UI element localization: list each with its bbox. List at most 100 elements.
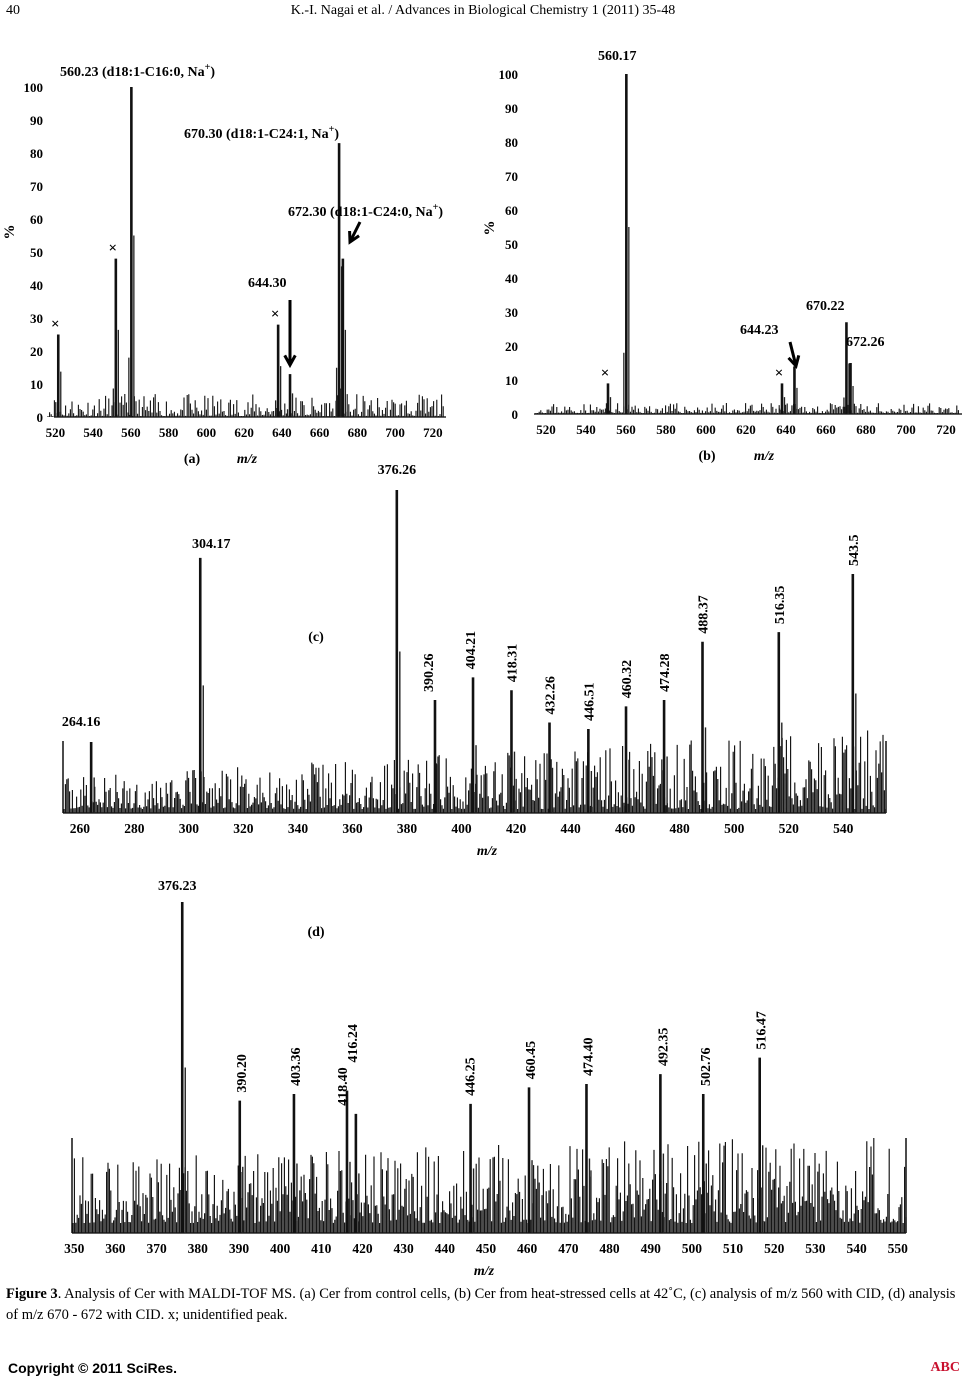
x-tick-label: 490 bbox=[641, 1241, 662, 1256]
unidentified-peak-marker: × bbox=[601, 365, 610, 381]
x-tick-label: 360 bbox=[342, 821, 363, 836]
peak-label: 543.5 bbox=[847, 534, 862, 566]
x-tick-label: 600 bbox=[197, 425, 217, 440]
peak-label: 502.76 bbox=[699, 1047, 714, 1086]
peak-shoulder bbox=[274, 366, 282, 417]
peak-label: 492.35 bbox=[656, 1028, 671, 1067]
baseline-noise bbox=[535, 403, 959, 414]
peak-shoulder bbox=[623, 227, 630, 414]
peak-shoulder bbox=[847, 385, 854, 414]
unidentified-peak-marker: × bbox=[775, 365, 784, 381]
copyright-notice: Copyright © 2011 SciRes. bbox=[8, 1360, 178, 1376]
peak-label: 418.40 bbox=[336, 1067, 351, 1106]
panel-label: (b) bbox=[698, 449, 715, 464]
x-tick-label: 530 bbox=[805, 1241, 826, 1256]
unidentified-peak-marker: × bbox=[51, 317, 60, 333]
x-tick-label: 260 bbox=[70, 821, 91, 836]
x-tick-label: 400 bbox=[451, 821, 472, 836]
x-tick-label: 360 bbox=[105, 1241, 126, 1256]
unidentified-peak-marker: × bbox=[109, 241, 118, 257]
y-tick-label: 40 bbox=[30, 278, 43, 293]
x-tick-label: 510 bbox=[723, 1241, 744, 1256]
y-tick-label: 0 bbox=[512, 407, 519, 422]
x-tick-label: 440 bbox=[560, 821, 581, 836]
x-tick-label: 460 bbox=[517, 1241, 538, 1256]
x-tick-label: 420 bbox=[506, 821, 527, 836]
arrow-head bbox=[348, 230, 360, 245]
x-tick-label: 580 bbox=[159, 425, 179, 440]
y-tick-label: 10 bbox=[30, 377, 43, 392]
peak-label: 418.31 bbox=[505, 644, 520, 683]
unidentified-peak-marker: × bbox=[271, 307, 280, 323]
peak-shoulder bbox=[604, 397, 612, 414]
x-tick-label: 500 bbox=[724, 821, 745, 836]
x-tick-label: 480 bbox=[599, 1241, 620, 1256]
x-axis-title: m/z bbox=[477, 844, 498, 859]
y-tick-label: 100 bbox=[24, 80, 44, 95]
peak-annotation-560: 560.23 (d18:1-C16:0, Na+) bbox=[60, 62, 215, 80]
figure-caption: Figure 3. Analysis of Cer with MALDI-TOF… bbox=[6, 1284, 962, 1326]
panel-label: (d) bbox=[307, 925, 324, 940]
peak-label: 304.17 bbox=[192, 537, 231, 552]
y-axis-title: % bbox=[482, 221, 498, 236]
x-tick-label: 390 bbox=[229, 1241, 250, 1256]
spectrum-panel-b: 0 10 20 30 40 50 60 70 80 90 100% 520 540 560 580 600 62… bbox=[478, 40, 966, 470]
page-number: 40 bbox=[6, 3, 20, 18]
panel-label: (a) bbox=[184, 452, 201, 467]
peak-label: 488.37 bbox=[697, 595, 712, 634]
y-tick-label: 40 bbox=[505, 271, 518, 286]
x-tick-label: 640 bbox=[272, 425, 292, 440]
page-header: 40 K.-I. Nagai et al. / Advances in Biol… bbox=[0, 0, 966, 24]
x-tick-label: 380 bbox=[397, 821, 418, 836]
peak-annotation-670: 670.30 (d18:1-C24:1, Na+) bbox=[184, 124, 339, 142]
peak-label: 446.51 bbox=[582, 683, 597, 722]
running-citation: K.-I. Nagai et al. / Advances in Biologi… bbox=[290, 3, 676, 18]
x-tick-label: 640 bbox=[776, 422, 796, 437]
peak-label: 460.45 bbox=[524, 1041, 539, 1080]
y-tick-label: 70 bbox=[505, 169, 518, 184]
x-tick-label: 380 bbox=[188, 1241, 209, 1256]
peak-label: 403.36 bbox=[289, 1047, 304, 1086]
peak-label: 416.24 bbox=[346, 1024, 361, 1063]
y-tick-label: 60 bbox=[505, 203, 518, 218]
baseline-noise bbox=[72, 1138, 907, 1233]
x-tick-label: 540 bbox=[576, 422, 596, 437]
x-tick-label: 620 bbox=[234, 425, 254, 440]
journal-abbr: ABC bbox=[930, 1360, 960, 1375]
x-tick-label: 700 bbox=[385, 425, 405, 440]
peak-annotation-560: 560.17 bbox=[598, 49, 637, 64]
peak-label: 390.20 bbox=[235, 1054, 250, 1093]
peak-label: 474.40 bbox=[581, 1038, 596, 1077]
arrow-head bbox=[283, 354, 297, 369]
peak-shoulder bbox=[112, 329, 119, 417]
peak-annotation-672: 672.30 (d18:1-C24:0, Na+) bbox=[288, 202, 443, 220]
peak-label: 460.32 bbox=[620, 660, 635, 699]
x-tick-label: 600 bbox=[696, 422, 716, 437]
x-tick-label: 520 bbox=[764, 1241, 785, 1256]
x-tick-label: 420 bbox=[352, 1241, 373, 1256]
peak-label: 474.28 bbox=[658, 653, 673, 692]
y-tick-label: 60 bbox=[30, 212, 43, 227]
x-tick-label: 340 bbox=[288, 821, 309, 836]
peak-shoulder bbox=[791, 387, 798, 414]
x-tick-label: 560 bbox=[616, 422, 636, 437]
y-tick-label: 70 bbox=[30, 179, 43, 194]
peak-annotation-670: 670.22 bbox=[806, 299, 845, 314]
y-tick-label: 80 bbox=[30, 146, 43, 161]
x-tick-label: 450 bbox=[476, 1241, 497, 1256]
peak-shoulder bbox=[778, 397, 786, 414]
x-tick-label: 540 bbox=[83, 425, 103, 440]
baseline-noise bbox=[47, 394, 444, 417]
peak-shoulder bbox=[843, 363, 850, 414]
y-tick-label: 0 bbox=[37, 410, 44, 425]
x-axis-title: m/z bbox=[754, 449, 775, 464]
spectrum-panel-c: 260 280 300 320 340 360 380 400 420 440 460 480 500 5… bbox=[0, 463, 966, 865]
peak-annotation-672: 672.26 bbox=[846, 335, 885, 350]
peak-label: 432.26 bbox=[544, 676, 559, 715]
peak-shoulder bbox=[55, 371, 62, 417]
spectrum-a-chart: 0 10 20 30 40 50 60 70 80 90 100% 520 540 560 580 600 62… bbox=[2, 62, 446, 467]
spectrum-b-chart: 0 10 20 30 40 50 60 70 80 90 100% 520 540 560 580 600 62… bbox=[482, 49, 962, 464]
x-tick-label: 410 bbox=[311, 1241, 332, 1256]
x-tick-label: 660 bbox=[816, 422, 836, 437]
x-tick-label: 350 bbox=[64, 1241, 85, 1256]
